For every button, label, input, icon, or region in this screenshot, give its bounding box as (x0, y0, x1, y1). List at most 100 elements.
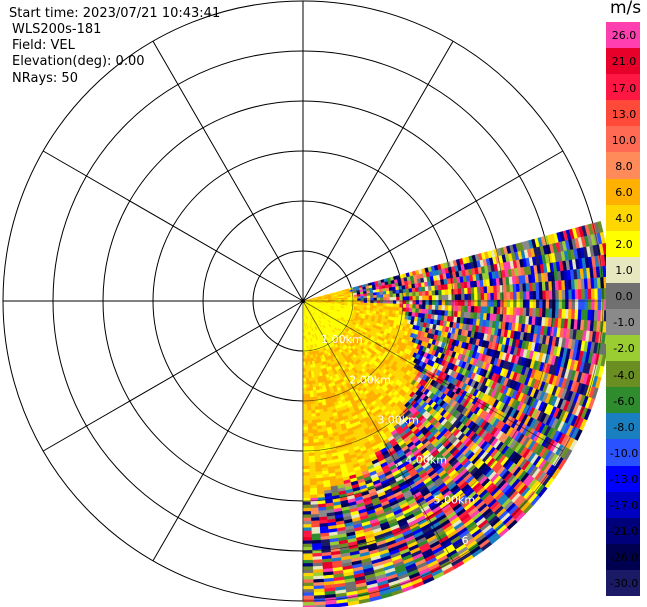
velocity-cell (415, 304, 420, 310)
velocity-cell (302, 533, 312, 538)
velocity-cell (302, 413, 308, 418)
velocity-cell (395, 307, 400, 312)
velocity-cell (454, 294, 459, 301)
velocity-cell (308, 465, 316, 470)
velocity-cell (302, 595, 315, 600)
velocity-cell (307, 423, 313, 428)
velocity-cell (302, 371, 306, 376)
velocity-cell (464, 287, 469, 295)
spoke-210 (152, 300, 304, 562)
velocity-cell (306, 410, 312, 415)
velocity-cell (396, 296, 400, 301)
velocity-cell (302, 576, 314, 580)
velocity-cell (379, 294, 384, 298)
velocity-cell (311, 380, 316, 385)
velocity-cell (418, 295, 423, 301)
velocity-cell (457, 288, 462, 295)
velocity-cell (306, 403, 312, 408)
velocity-cell (302, 485, 311, 489)
velocity-cell (431, 290, 436, 296)
velocity-cell (415, 291, 420, 297)
velocity-cell (444, 289, 449, 296)
velocity-cell (405, 288, 410, 294)
velocity-cell (302, 426, 308, 431)
velocity-cell (311, 413, 316, 418)
velocity-cell (415, 295, 420, 301)
velocity-cell (519, 307, 524, 317)
velocity-cell (474, 293, 478, 301)
velocity-cell (441, 305, 446, 311)
velocity-cell (396, 303, 400, 308)
velocity-cell (302, 416, 308, 421)
velocity-cell (308, 455, 315, 460)
velocity-cell (302, 520, 312, 525)
velocity-cell (302, 429, 309, 434)
velocity-cell (428, 304, 433, 311)
velocity-cell (309, 475, 317, 480)
velocity-cell (306, 413, 312, 418)
velocity-cell (431, 304, 436, 311)
velocity-cell (438, 294, 443, 301)
velocity-cell (302, 400, 307, 405)
velocity-cell (477, 306, 482, 314)
velocity-cell (490, 306, 495, 315)
velocity-cell (309, 387, 314, 392)
velocity-cell (486, 306, 491, 314)
velocity-cell (302, 504, 311, 509)
velocity-cell (366, 297, 371, 301)
velocity-cell (302, 511, 312, 515)
colorbar-tick-label: 0.0 (615, 290, 633, 304)
velocity-cell (308, 384, 313, 388)
velocity-cell (555, 290, 560, 300)
velocity-cell (467, 293, 472, 301)
velocity-cell (302, 527, 312, 532)
velocity-cell (305, 377, 310, 382)
velocity-cell (373, 294, 378, 299)
velocity-cell (302, 556, 313, 561)
velocity-cell (308, 374, 312, 379)
velocity-cell (302, 423, 308, 428)
colorbar-segment (606, 48, 640, 75)
colorbar-segment (606, 387, 640, 414)
velocity-cell (308, 452, 315, 457)
velocity-cell (444, 305, 449, 312)
velocity-cell (422, 295, 426, 301)
spoke-overlay-120 (302, 300, 564, 452)
velocity-cell (302, 491, 311, 496)
velocity-cell (604, 254, 606, 267)
velocity-cell (307, 371, 312, 376)
velocity-cell (602, 243, 606, 256)
colorbar-segment (606, 439, 640, 467)
velocity-cell (587, 288, 592, 300)
velocity-cell (389, 297, 394, 301)
velocity-cell (513, 291, 517, 301)
velocity-cell (408, 308, 413, 313)
velocity-cell (542, 290, 547, 300)
colorbar-segment (606, 282, 640, 310)
velocity-cell (302, 433, 309, 437)
velocity-cell (308, 377, 313, 382)
velocity-cell (395, 289, 400, 294)
velocity-cell (591, 288, 595, 300)
colorbar-segment (606, 569, 640, 597)
velocity-cell (493, 292, 498, 301)
velocity-cell (306, 390, 311, 395)
velocity-cell (353, 296, 358, 300)
spoke-240 (42, 300, 304, 452)
velocity-cell (309, 484, 317, 489)
velocity-cell (467, 287, 472, 295)
velocity-cell (506, 307, 511, 316)
velocity-cell (306, 397, 311, 402)
velocity-cell (383, 297, 387, 301)
velocity-cell (477, 293, 482, 301)
velocity-cell (386, 293, 391, 298)
velocity-cell (415, 308, 420, 314)
velocity-cell (307, 429, 313, 434)
velocity-cell (344, 298, 348, 301)
elevation: Elevation(deg): 0.00 (12, 54, 145, 69)
colorbar-tick-label: -13.0 (609, 472, 639, 486)
velocity-cell (307, 364, 311, 369)
velocity-cell (302, 377, 307, 382)
velocity-cell (473, 287, 478, 295)
velocity-cell (302, 394, 307, 398)
